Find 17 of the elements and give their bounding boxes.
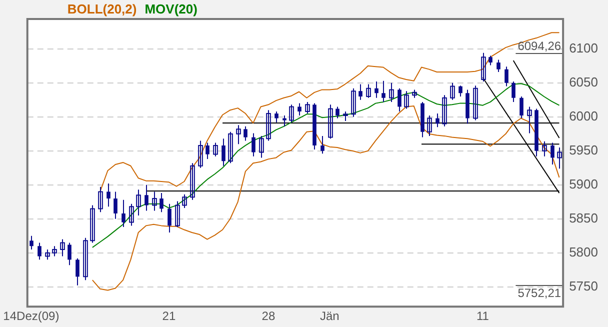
y-tick-label: 5800: [569, 244, 598, 260]
y-tick-label: 5950: [569, 142, 598, 158]
x-tick-label: 11: [476, 309, 490, 324]
x-tick-label: Jän: [320, 309, 340, 324]
text: BOLL(20,2): [67, 2, 137, 17]
x-tick-label: 14Dez(09): [3, 309, 60, 324]
y-tick-label: 5900: [569, 176, 598, 192]
text: MOV(20): [144, 2, 198, 17]
y-tick-label: 6050: [569, 74, 598, 90]
annotation: 5752,21: [518, 286, 562, 300]
x-tick-label: 21: [162, 309, 176, 324]
annotation: 6094,26: [518, 38, 562, 53]
y-tick-label: 6100: [569, 40, 598, 56]
y-tick-label: 5850: [569, 210, 598, 226]
y-tick-label: 6000: [569, 108, 598, 124]
y-tick-label: 5750: [569, 278, 598, 294]
x-tick-label: 28: [262, 309, 276, 324]
